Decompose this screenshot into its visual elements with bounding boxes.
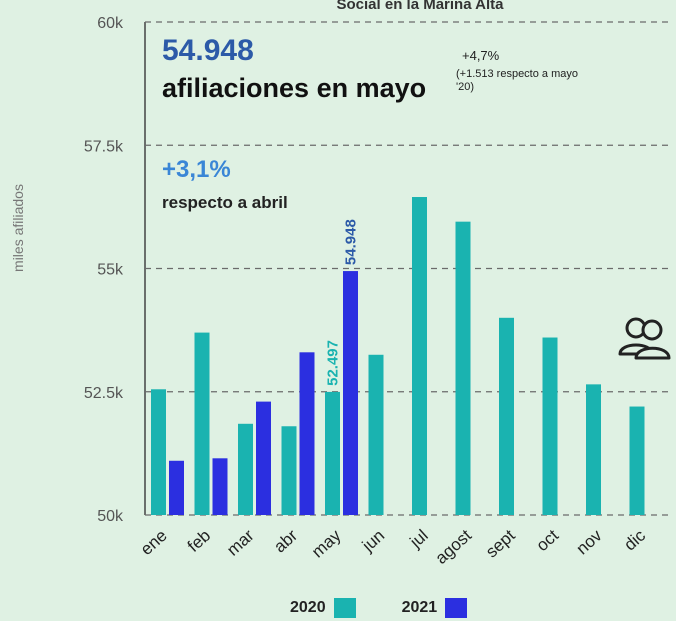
bar-2020-dic	[629, 406, 645, 515]
x-tick-label: abr	[270, 526, 301, 557]
headline-number: 54.948	[162, 34, 254, 67]
y-tick-label: 57.5k	[84, 138, 124, 155]
yearly-change-text: (+1.513 respecto a mayo '20)	[456, 68, 578, 93]
yearly-change: +4,7%	[462, 48, 500, 63]
bar-2020-jul	[412, 197, 427, 515]
headline-text: afiliaciones en mayo	[162, 73, 427, 103]
bar-2020-feb	[194, 332, 210, 515]
x-tick-label: nov	[573, 526, 606, 559]
data-label-2021-may: 54.948	[343, 219, 360, 265]
bar-2020-agost	[455, 221, 471, 516]
x-tick-label: jul	[406, 526, 432, 552]
monthly-change: +3,1%	[162, 156, 231, 183]
bar-2020-oct	[542, 337, 558, 515]
x-tick-label: dic	[620, 526, 649, 555]
bar-2021-may	[343, 271, 358, 515]
x-tick-label: agost	[432, 526, 476, 568]
legend-swatch-2021	[445, 598, 468, 618]
x-tick-label: sept	[482, 526, 519, 562]
bar-2020-abr	[281, 426, 297, 515]
legend-label-2021: 2021	[401, 599, 438, 616]
bar-2020-jun	[368, 354, 384, 515]
bar-2020-sept	[499, 317, 514, 515]
chart-title-fragment: Social en la Marina Alta	[336, 0, 504, 13]
bar-2020-may	[325, 391, 340, 515]
bar-2021-abr	[299, 352, 315, 515]
bar-2021-ene	[169, 460, 184, 515]
legend: 2020 2021	[290, 598, 468, 618]
x-tick-label: jun	[358, 526, 388, 556]
bar-2021-mar	[256, 401, 271, 515]
bar-2020-mar	[238, 423, 253, 515]
x-tick-label: ene	[137, 526, 171, 559]
y-axis-title: miles afiliados	[10, 184, 26, 272]
monthly-change-text: respecto a abril	[162, 193, 288, 212]
y-tick-label: 52.5k	[84, 385, 124, 402]
x-tick-label: mar	[223, 526, 258, 560]
y-tick-label: 55k	[97, 262, 124, 279]
legend-swatch-2020	[333, 598, 356, 618]
data-label-2020-may: 52.497	[325, 340, 342, 386]
x-tick-label: feb	[184, 526, 214, 556]
x-tick-label: may	[308, 526, 345, 562]
bar-2020-nov	[586, 384, 601, 515]
x-tick-label: oct	[533, 526, 563, 555]
y-tick-label: 50k	[97, 508, 124, 525]
y-tick-label: 60k	[97, 15, 124, 32]
people-icon	[614, 312, 674, 362]
legend-label-2020: 2020	[290, 599, 326, 616]
bar-2020-ene	[151, 389, 166, 515]
bar-2021-feb	[212, 458, 228, 515]
